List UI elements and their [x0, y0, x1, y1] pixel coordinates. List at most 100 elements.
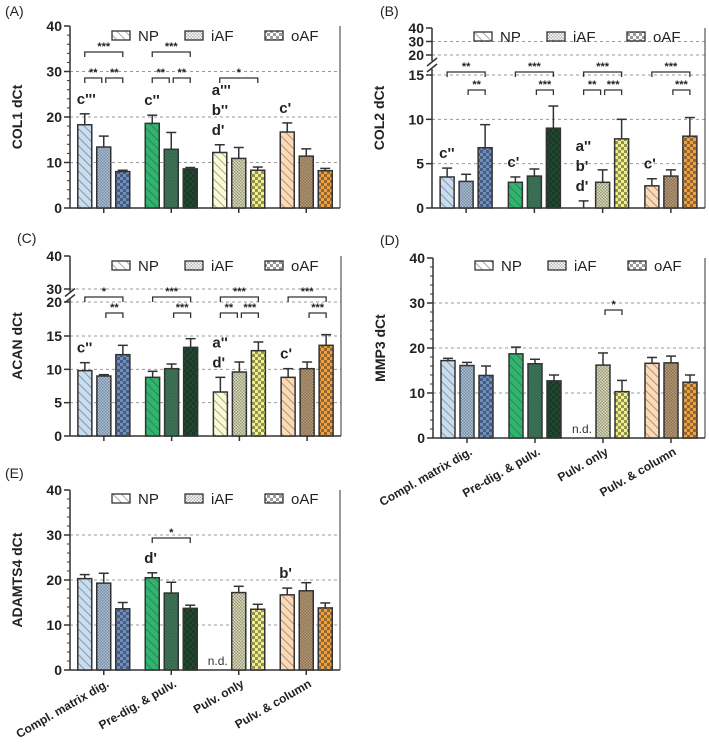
y-tick-label: 0 [54, 200, 62, 216]
y-tick-label: 10 [408, 111, 424, 127]
legend-pattern [112, 31, 130, 40]
y-axis-label: MMP3 dCt [372, 314, 388, 382]
bar-pattern [231, 591, 247, 671]
significance-letter: c'' [439, 145, 454, 162]
x-category-label: Pulv. & column [232, 676, 313, 731]
legend-label: iAF [211, 28, 234, 45]
significance-letter: d' [212, 354, 225, 371]
legend-label: NP [138, 258, 159, 275]
significance-bracket [151, 51, 191, 57]
bar-pattern [613, 138, 630, 209]
legend-pattern [185, 494, 203, 503]
bar-pattern [77, 577, 93, 671]
bar-pattern [614, 390, 630, 439]
legend-label: NP [138, 28, 159, 45]
significance-stars: *** [243, 302, 257, 314]
bar-pattern [594, 181, 611, 209]
significance-stars: *** [675, 79, 689, 91]
legend-pattern [627, 32, 645, 41]
significance-stars: *** [97, 41, 111, 53]
y-tick-label: 10 [46, 361, 62, 377]
significance-stars: *** [528, 61, 542, 73]
significance-bracket [582, 89, 602, 95]
bar-pattern [458, 180, 474, 209]
significance-stars: *** [233, 286, 247, 298]
significance-letter: b' [576, 158, 589, 175]
bar-pattern [318, 344, 334, 437]
legend-label: NP [501, 258, 522, 275]
legend-label: oAF [291, 491, 319, 508]
y-tick-label: 15 [46, 328, 62, 344]
legend-pattern [628, 261, 646, 270]
y-tick-label: 20 [46, 294, 62, 310]
panel-label: (C) [17, 230, 36, 246]
axis-break-gap [67, 291, 73, 300]
axis-break-mark [426, 63, 438, 73]
significance-letter: b' [279, 565, 292, 582]
significance-letter: c'' [144, 92, 159, 109]
significance-letter: d' [212, 122, 225, 139]
significance-bracket [672, 89, 691, 95]
significance-letter: c'' [77, 340, 92, 357]
legend-pattern [475, 261, 493, 270]
significance-stars: ** [462, 61, 471, 73]
y-tick-label: 20 [408, 47, 424, 63]
bar-pattern [182, 346, 199, 437]
y-tick-label: 0 [417, 430, 425, 446]
bar-pattern [477, 146, 493, 209]
bar-pattern [144, 122, 160, 209]
significance-stars: *** [165, 286, 179, 298]
significance-bracket [287, 296, 327, 302]
significance-stars: ** [225, 302, 234, 314]
bar-pattern [299, 367, 315, 437]
legend-label: iAF [211, 258, 234, 275]
significance-bracket [151, 296, 192, 302]
bar-pattern [77, 123, 93, 209]
bar-pattern [682, 135, 698, 209]
x-category-label: Pulv. only [191, 676, 247, 716]
bar-pattern [440, 359, 456, 439]
bar-pattern [115, 608, 131, 671]
significance-bracket [84, 51, 124, 57]
significance-bracket [240, 312, 260, 318]
significance-letter: c' [507, 154, 519, 171]
y-tick-label: 20 [46, 109, 62, 125]
significance-bracket [151, 537, 191, 543]
significance-bracket [604, 309, 623, 315]
bar-pattern [279, 594, 295, 671]
significance-stars: *** [607, 79, 621, 91]
significance-letter: c' [644, 156, 656, 173]
bar-pattern [250, 349, 267, 437]
legend-pattern [112, 494, 130, 503]
significance-stars: ** [89, 67, 98, 79]
significance-stars: *** [301, 286, 315, 298]
y-tick-label: 0 [416, 200, 424, 216]
legend-pattern [112, 261, 130, 270]
bar-pattern [279, 131, 295, 209]
bar-pattern [298, 155, 314, 209]
y-tick-label: 0 [54, 662, 62, 678]
x-category-label: Pulv. only [555, 444, 611, 484]
significance-bracket [84, 77, 103, 83]
legend-label: oAF [291, 28, 319, 45]
y-tick-label: 30 [408, 34, 424, 50]
significance-bracket [105, 77, 124, 83]
bar-pattern [250, 169, 266, 209]
bar-pattern [595, 364, 611, 439]
bar-pattern [317, 607, 333, 671]
bar-pattern [212, 391, 229, 437]
significance-bracket [446, 71, 486, 77]
axis-break-mark [426, 57, 438, 67]
panel-label: (A) [5, 3, 24, 19]
y-tick-label: 30 [46, 64, 62, 80]
y-tick-label: 15 [408, 67, 424, 83]
significance-letter: c' [279, 100, 291, 117]
significance-stars: ** [110, 302, 119, 314]
bar-pattern [250, 608, 266, 671]
x-category-label: Pulv. & column [597, 444, 678, 499]
significance-bracket [308, 312, 327, 318]
y-tick-label: 20 [409, 340, 425, 356]
significance-stars: * [169, 527, 174, 539]
significance-bracket [172, 77, 191, 83]
